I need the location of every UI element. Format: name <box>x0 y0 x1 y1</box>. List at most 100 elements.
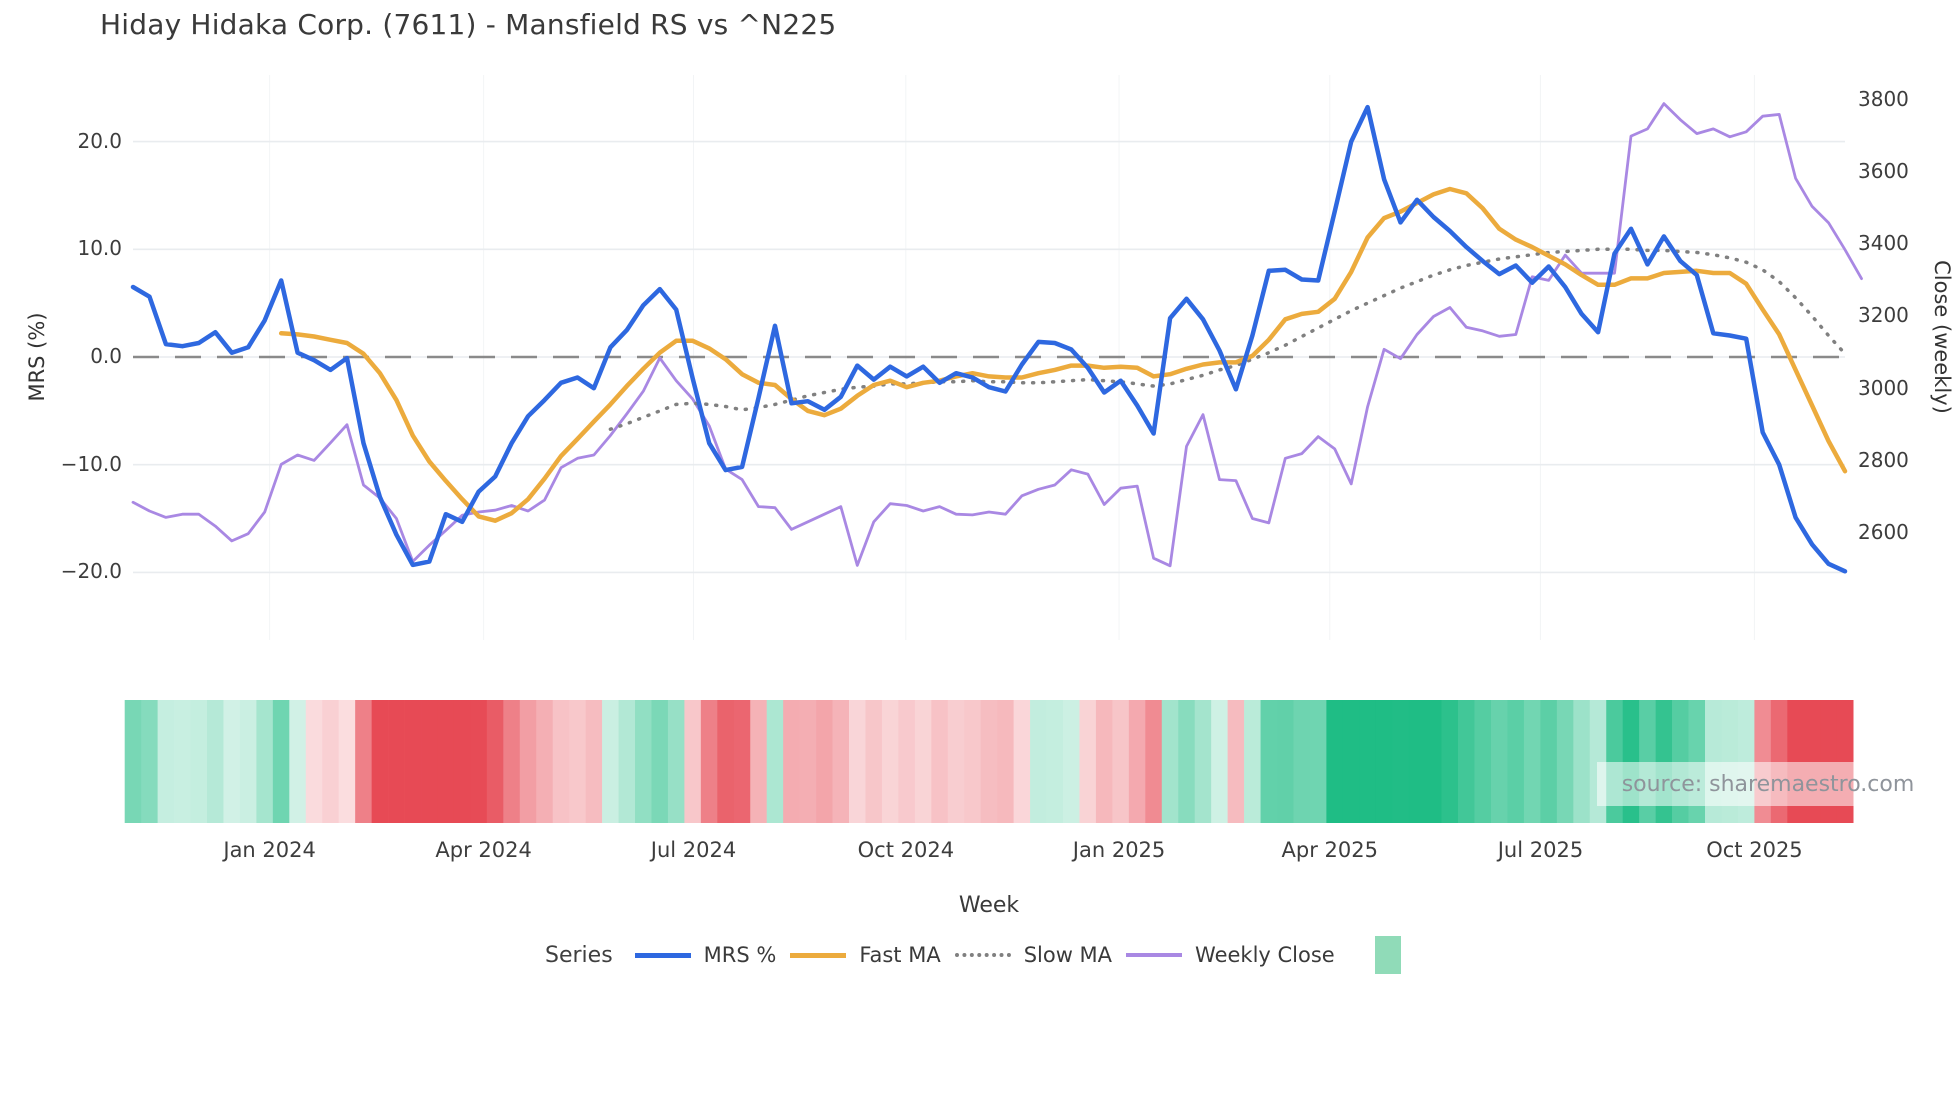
heatmap-week-cell <box>1309 700 1327 823</box>
heatmap-week-cell <box>322 700 340 823</box>
heatmap-legend-swatch-icon <box>1374 936 1401 974</box>
heatmap-week-cell <box>816 700 833 823</box>
y-axis-right-title: Close (weekly) <box>1930 260 1954 414</box>
heatmap-week-cell <box>766 700 784 823</box>
heatmap-week-cell <box>1523 700 1541 823</box>
heatmap-week-cell <box>1342 700 1360 823</box>
heatmap-week-cell <box>1458 700 1475 823</box>
heatmap-week-cell <box>1211 700 1228 823</box>
heatmap-week-cell <box>1227 700 1245 823</box>
heatmap-week-cell <box>1194 700 1212 823</box>
heatmap-week-cell <box>223 700 241 823</box>
heatmap-week-cell <box>1507 700 1525 823</box>
heatmap-week-cell <box>1178 700 1196 823</box>
heatmap-week-cell <box>1128 700 1146 823</box>
heatmap-week-cell <box>404 700 422 823</box>
heatmap-week-cell <box>947 700 965 823</box>
heatmap-week-cell <box>1392 700 1410 823</box>
x-tick-label: Jul 2025 <box>1497 838 1584 862</box>
heatmap-week-cell <box>1260 700 1278 823</box>
heatmap-week-cell <box>124 700 142 823</box>
heatmap-week-cell <box>651 700 669 823</box>
y-right-tick-label: 3200 <box>1858 303 1909 328</box>
heatmap-week-cell <box>1161 700 1179 823</box>
legend-label-slowma: Slow MA <box>1023 943 1113 967</box>
x-tick-label: Jul 2024 <box>650 838 737 862</box>
heatmap-week-cell <box>750 700 768 823</box>
y-right-tick-label: 3600 <box>1858 159 1909 184</box>
heatmap-week-cell <box>1293 700 1311 823</box>
heatmap-week-cell <box>585 700 603 823</box>
heatmap-week-cell <box>700 700 718 823</box>
heatmap-week-cell <box>684 700 702 823</box>
heatmap-week-cell <box>256 700 274 823</box>
heatmap-week-cell <box>519 700 537 823</box>
x-tick-label: Jan 2024 <box>223 838 316 862</box>
heatmap-week-cell <box>832 700 850 823</box>
heatmap-week-cell <box>1063 700 1080 823</box>
heatmap-week-cell <box>733 700 751 823</box>
x-axis-title: Week <box>958 893 1020 918</box>
heatmap-week-cell <box>865 700 883 823</box>
heatmap-week-cell <box>1013 700 1031 823</box>
mrs-line <box>130 104 1848 574</box>
heatmap-week-cell <box>980 700 998 823</box>
legend-item-weekly-close: Weekly Close <box>1126 943 1335 967</box>
heatmap-week-cell <box>1408 700 1426 823</box>
heatmap-week-cell <box>717 700 735 823</box>
x-tick-label: Jan 2025 <box>1072 838 1166 862</box>
chart-title: Hiday Hidaka Corp. (7611) - Mansfield RS… <box>100 8 837 41</box>
heatmap-week-cell <box>618 700 636 823</box>
legend-item-fastma: Fast MA <box>790 943 941 967</box>
weekly-close-line-swatch-icon <box>1126 953 1183 957</box>
heatmap-week-cell <box>1046 700 1064 823</box>
watermark-text: source: sharemaestro.com <box>1621 771 1915 797</box>
y-right-tick-label: 2600 <box>1858 519 1909 544</box>
heatmap-week-cell <box>667 700 685 823</box>
heatmap-week-cell <box>388 700 405 823</box>
y-right-tick-label: 3800 <box>1858 87 1909 111</box>
heatmap-week-cell <box>569 700 586 823</box>
heatmap-week-cell <box>1326 700 1344 823</box>
heatmap-week-cell <box>1540 700 1558 823</box>
heatmap-week-cell <box>1359 700 1377 823</box>
heatmap-week-cell <box>355 700 372 823</box>
heatmap-week-cell <box>157 700 175 823</box>
heatmap-week-cell <box>898 700 916 823</box>
x-tick-label: Apr 2025 <box>1281 838 1378 862</box>
heatmap-week-cell <box>1441 700 1459 823</box>
fast-ma-line-swatch-icon <box>790 952 847 958</box>
heatmap-week-cell <box>503 700 521 823</box>
heatmap-week-cell <box>1079 700 1097 823</box>
heatmap-week-cell <box>207 700 224 823</box>
heatmap-week-cell <box>1112 700 1130 823</box>
heatmap-week-cell <box>1375 700 1393 823</box>
weekly-close-line <box>131 102 1863 568</box>
y-right-tick-label: 3000 <box>1858 375 1909 400</box>
y-right-tick-label: 2800 <box>1858 447 1909 472</box>
heatmap-week-cell <box>881 700 899 823</box>
legend-label-mrs: MRS % <box>703 943 777 967</box>
heatmap-week-cell <box>1425 700 1442 823</box>
heatmap-week-cell <box>1277 700 1294 823</box>
watermark-box: source: sharemaestro.com <box>1597 762 1939 806</box>
heatmap-week-cell <box>289 700 307 823</box>
y-left-tick-label: 20.0 <box>77 128 122 153</box>
x-tick-label: Apr 2024 <box>435 838 532 862</box>
y-left-tick-label: −10.0 <box>60 451 122 476</box>
y-right-tick-label: 3400 <box>1858 231 1909 256</box>
heatmap-week-cell <box>239 700 257 823</box>
heatmap-week-cell <box>1474 700 1492 823</box>
heatmap-week-cell <box>1095 700 1113 823</box>
heatmap-week-cell <box>486 700 504 823</box>
heatmap-week-cell <box>849 700 866 823</box>
x-tick-label: Oct 2025 <box>1706 838 1803 862</box>
heatmap-week-cell <box>174 700 191 823</box>
legend-item-mrs: MRS % <box>634 943 777 967</box>
heatmap-week-cell <box>1244 700 1261 823</box>
fast-ma-line <box>278 186 1848 523</box>
heatmap-week-cell <box>783 700 800 823</box>
heatmap-week-cell <box>272 700 290 823</box>
y-left-tick-label: −20.0 <box>60 559 122 584</box>
